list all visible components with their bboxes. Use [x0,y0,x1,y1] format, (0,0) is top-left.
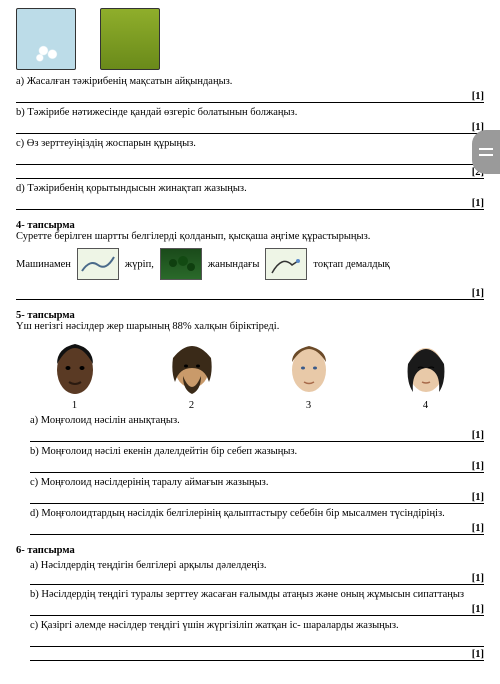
task5-prompt: Үш негізгі нәсілдер жер шарының 88% халқ… [16,321,484,332]
symbol-road [77,248,119,280]
pts-6c: [1] [472,649,484,660]
task4-row: Машинамен жүріп, жанындағы тоқтап демалд… [16,248,484,280]
face-4: 4 [399,338,453,411]
task6-questions: a) Нәсілдердің теңдігін белгілері арқылы… [16,560,484,661]
q3c: c) Өз зерттеуіңіздің жоспарын құрыңыз. [16,138,484,149]
symbol-rest [265,248,307,280]
face4-icon [399,338,453,400]
line-3d: [1] [16,196,484,210]
q3d: d) Тәжірибенің қорытындысын жинақтап жаз… [16,183,484,194]
task5-heading: 5- тапсырма [16,310,484,321]
q3b: b) Тәжірибе нәтижесінде қандай өзгеріс б… [16,107,484,118]
menu-icon [479,148,493,156]
face-3: 3 [282,338,336,411]
pts-5b: [1] [472,461,484,472]
face-1: 1 [48,338,102,411]
t4-w3: жанындағы [208,259,260,270]
face4-label: 4 [423,400,428,411]
line-5c: [1] [30,490,484,504]
face3-label: 3 [306,400,311,411]
pts-5d: [1] [472,523,484,534]
line-6b: [1] [30,602,484,616]
line-3c2: [2] [16,165,484,179]
q3a: a) Жасалған тәжірибенің мақсатын айқында… [16,76,484,87]
experiment-images [16,8,484,70]
face1-label: 1 [72,400,77,411]
worksheet-page: a) Жасалған тәжірибенің мақсатын айқында… [0,0,500,684]
face2-label: 2 [189,400,194,411]
line-6c1 [30,633,484,647]
pts-5c: [1] [472,492,484,503]
task5-questions: a) Моңғолоид нәсілін анықтаңыз. [1] b) М… [16,415,484,535]
face1-icon [48,338,102,400]
pts-5a: [1] [472,430,484,441]
line-3a: [1] [16,89,484,103]
q5b: b) Моңғолоид нәсілі екенін дәлелдейтін б… [30,446,484,457]
q6c: c) Қазіргі әлемде нәсілдер теңдігі үшін … [30,620,484,631]
face2-icon [165,338,219,400]
line-3b: [1] [16,120,484,134]
q5a: a) Моңғолоид нәсілін анықтаңыз. [30,415,484,426]
liquid-image [100,8,160,70]
line-5b: [1] [30,459,484,473]
t4-w2: жүріп, [125,259,154,270]
faces-row: 1 2 3 4 [16,338,484,411]
side-tab[interactable] [472,130,500,174]
pts-6b: [1] [472,604,484,615]
line-6c2: [1] [30,647,484,661]
q5c: c) Моңғолоид нәсілдерінің таралу аймағын… [30,477,484,488]
pts-3d: [1] [472,198,484,209]
t4-w1: Машинамен [16,259,71,270]
q6a: a) Нәсілдердің теңдігін белгілері арқылы… [30,560,484,571]
pts-4: [1] [472,288,484,299]
pts-3a: [1] [472,91,484,102]
symbol-forest [160,248,202,280]
t4-w4: тоқтап демалдық [313,259,389,270]
line-5d: [1] [30,521,484,535]
line-3c1 [16,151,484,165]
pts-6a: [1] [472,573,484,584]
task6-heading: 6- тапсырма [16,545,484,556]
q5d: d) Моңғолоидтардың нәсілдік белгілерінің… [30,508,484,519]
line-6a: [1] [30,571,484,585]
face-2: 2 [165,338,219,411]
beaker-image [16,8,76,70]
task4-prompt: Суретте берілген шартты белгілерді қолда… [16,231,484,242]
line-4: [1] [16,286,484,300]
task4-heading: 4- тапсырма [16,220,484,231]
q6b: b) Нәсілдердің теңдігі туралы зерттеу жа… [30,589,484,600]
line-5a: [1] [30,428,484,442]
face3-icon [282,338,336,400]
